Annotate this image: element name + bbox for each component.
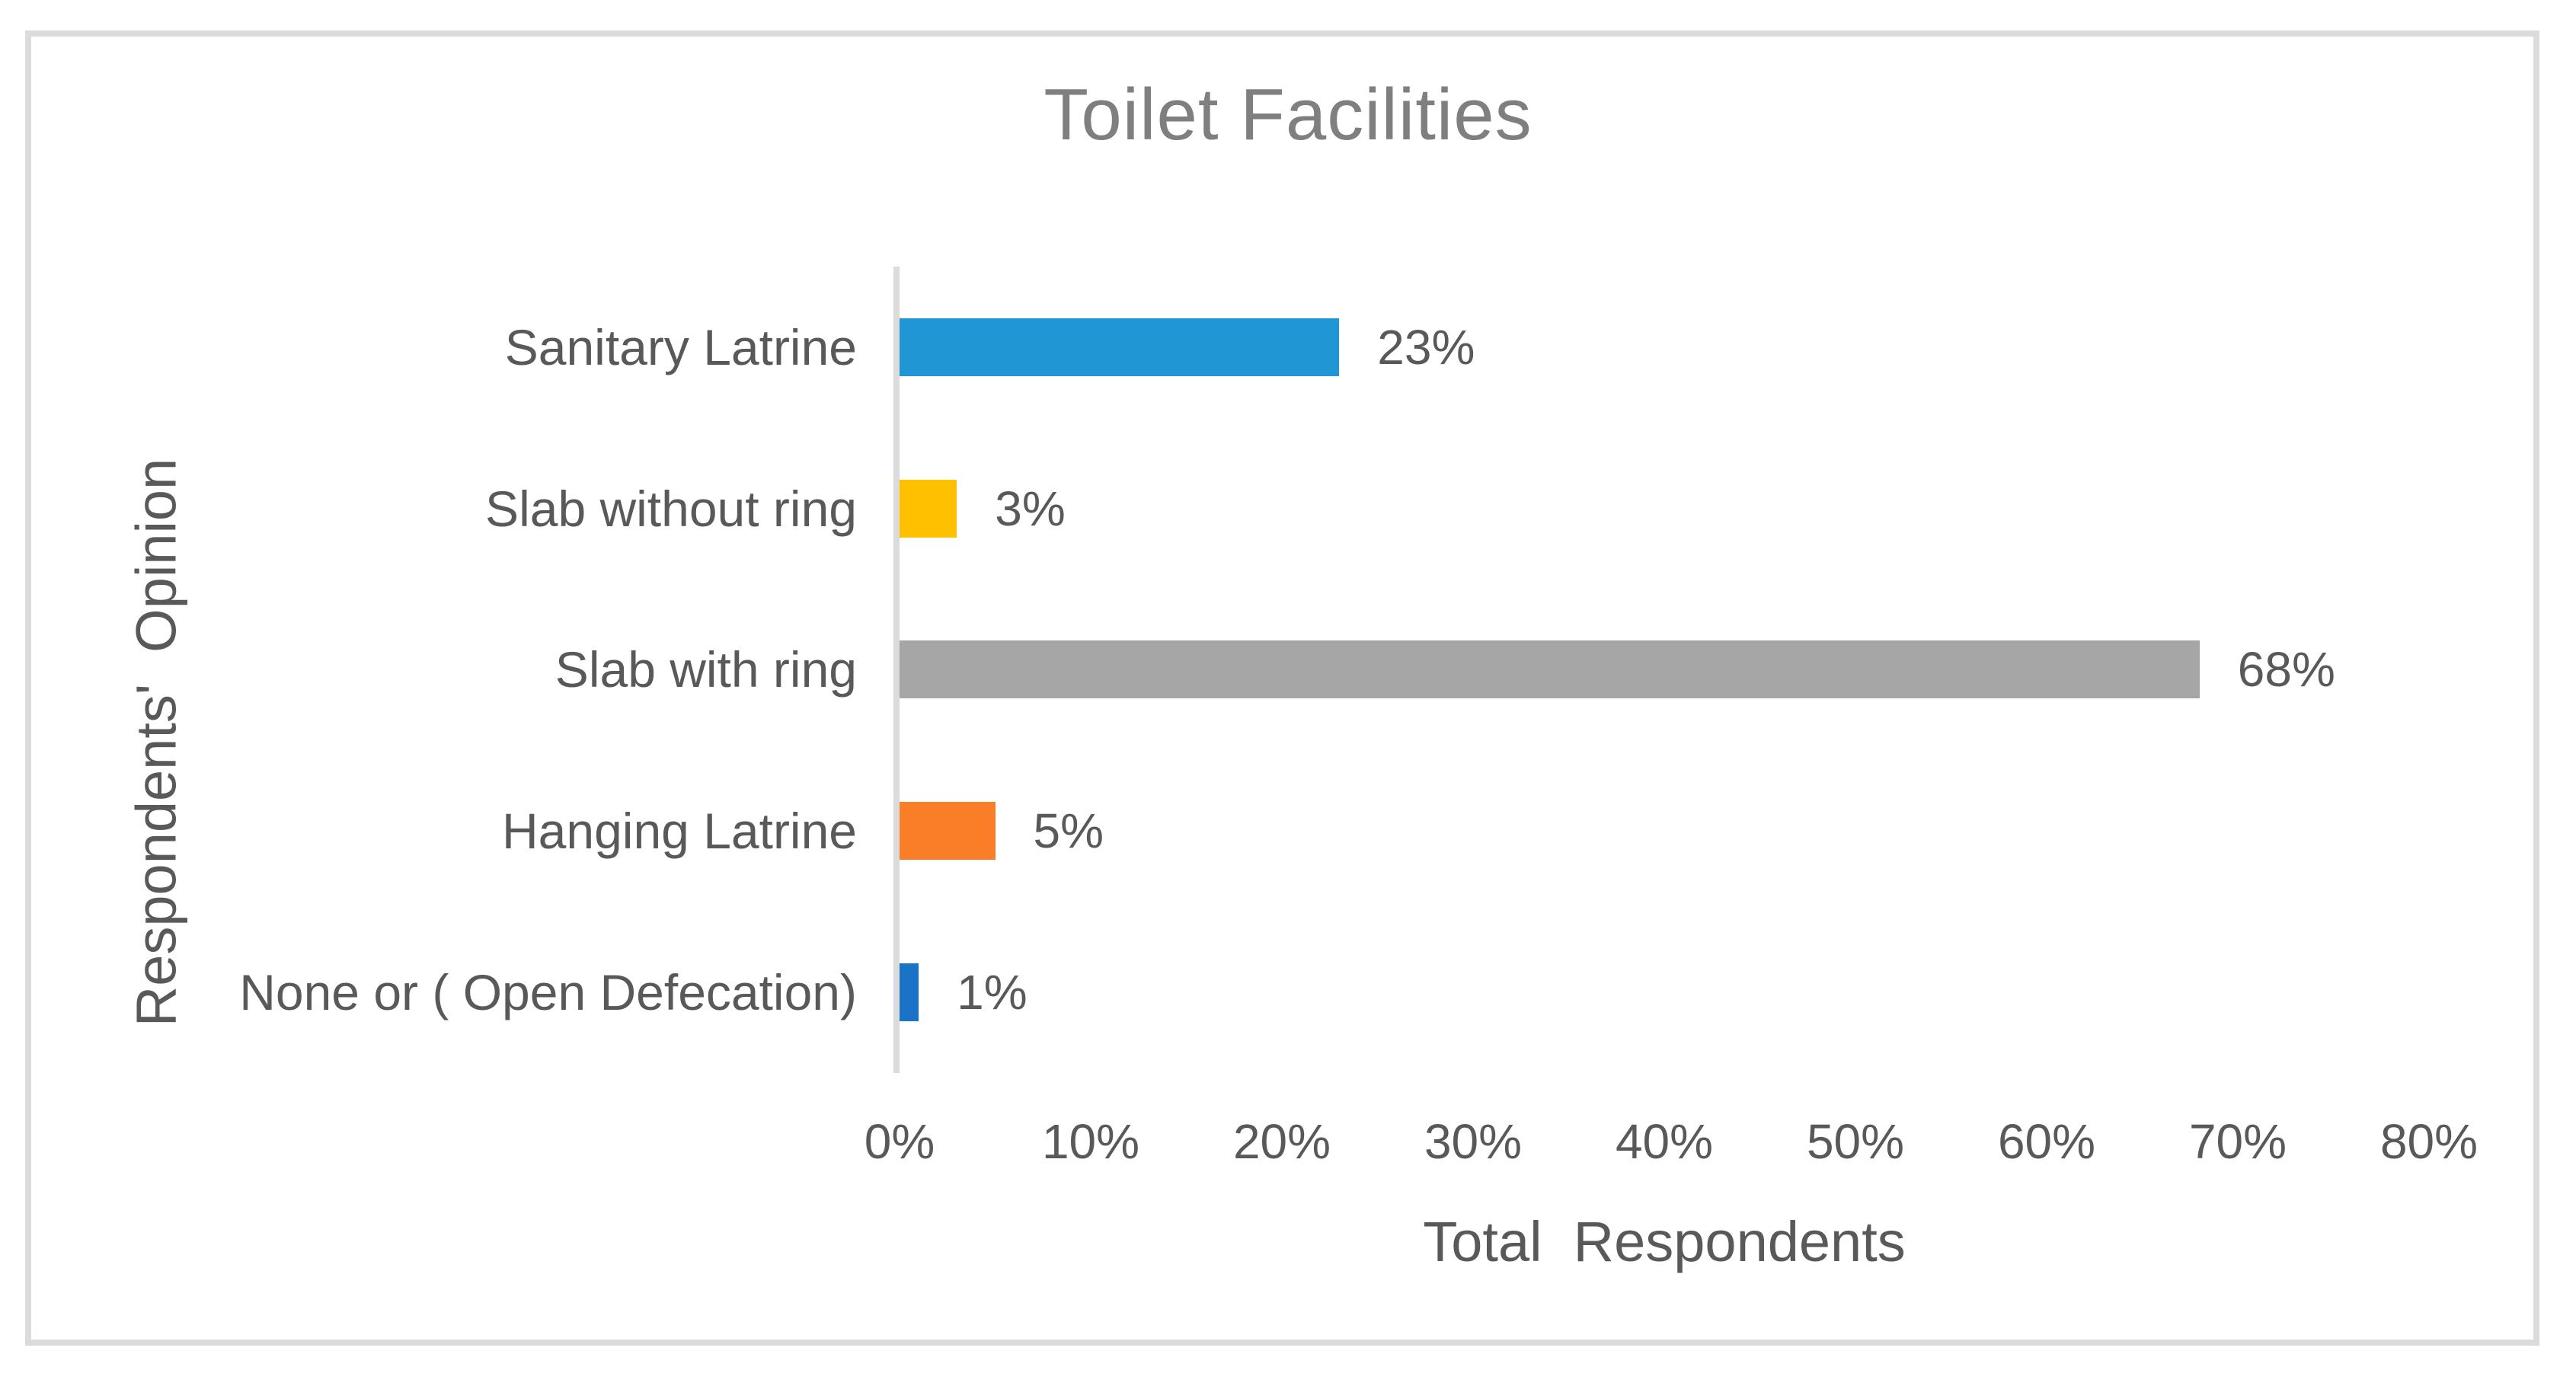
bar-area: 5%	[900, 750, 2429, 912]
sanitary-latrine-bar	[900, 318, 1340, 376]
bar-row-hanging-latrine: Hanging Latrine 5%	[91, 750, 2429, 912]
x-axis-ticks: 0% 10% 20% 30% 40% 50% 60% 70% 80%	[865, 1113, 2478, 1174]
category-label: Slab without ring	[485, 480, 857, 537]
category-label: None or ( Open Defecation)	[239, 964, 857, 1021]
value-label: 1%	[957, 965, 1028, 1020]
value-label: 3%	[995, 481, 1066, 536]
bar-area: 1%	[900, 912, 2429, 1073]
value-label: 23%	[1377, 319, 1475, 375]
hanging-latrine-bar	[900, 802, 996, 861]
none-or-open-defecation-bar	[900, 963, 919, 1022]
category-label: Hanging Latrine	[502, 803, 857, 860]
slab-with-ring-bar	[900, 640, 2200, 699]
x-axis-title: Total Respondents	[1423, 1210, 1906, 1273]
bar-row-none-or-open-defecation: None or ( Open Defecation) 1%	[91, 912, 2429, 1073]
bar-row-sanitary-latrine: Sanitary Latrine 23%	[91, 267, 2429, 428]
x-tick-20: 20%	[1232, 1114, 1331, 1169]
bar-area: 23%	[900, 267, 2429, 428]
bar-row-slab-with-ring: Slab with ring 68%	[91, 589, 2429, 751]
x-tick-0: 0%	[864, 1114, 935, 1169]
value-label: 68%	[2237, 642, 2335, 698]
x-tick-60: 60%	[1997, 1114, 2096, 1169]
value-label: 5%	[1033, 803, 1104, 859]
bar-area: 3%	[900, 428, 2429, 589]
chart-title: Toilet Facilities	[1044, 74, 1532, 155]
x-tick-70: 70%	[2188, 1114, 2287, 1169]
bar-rows: Sanitary Latrine 23% Slab without ring 3% Sl…	[91, 267, 2429, 1073]
x-tick-50: 50%	[1806, 1114, 1905, 1169]
x-tick-40: 40%	[1615, 1114, 1714, 1169]
x-tick-10: 10%	[1041, 1114, 1140, 1169]
x-tick-80: 80%	[2379, 1114, 2479, 1169]
bar-area: 68%	[900, 589, 2429, 751]
category-label: Slab with ring	[555, 641, 857, 698]
x-tick-30: 30%	[1424, 1114, 1523, 1169]
y-axis-line	[893, 267, 900, 1073]
category-label: Sanitary Latrine	[504, 318, 857, 375]
bar-row-slab-without-ring: Slab without ring 3%	[91, 428, 2429, 589]
slab-without-ring-bar	[900, 479, 957, 538]
